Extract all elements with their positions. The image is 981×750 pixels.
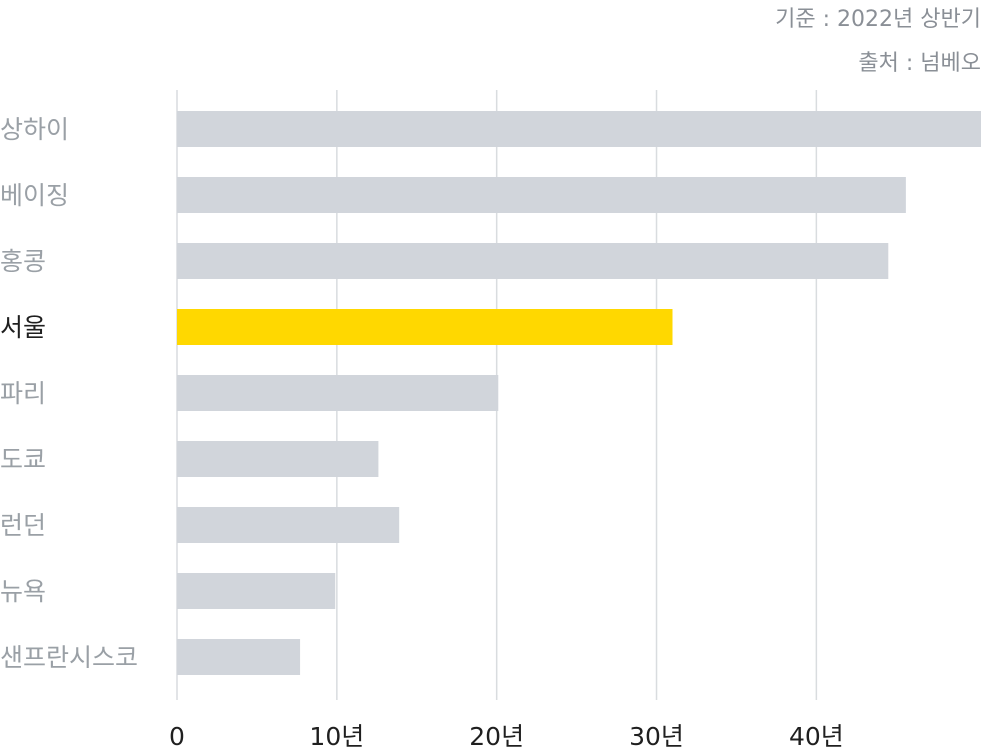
category-label: 서울	[0, 313, 46, 342]
bar	[177, 573, 336, 609]
x-tick-label: 40년	[789, 722, 844, 750]
category-label: 파리	[0, 379, 46, 408]
source-note: 출처 : 넘베오	[858, 51, 981, 76]
category-label: 홍콩	[0, 247, 46, 276]
bar	[177, 639, 301, 675]
category-label: 뉴욕	[0, 577, 46, 606]
bar	[177, 507, 400, 543]
bar	[177, 309, 673, 345]
category-label: 베이징	[0, 181, 69, 210]
x-tick-label: 20년	[469, 722, 524, 750]
x-tick-label: 0	[169, 722, 185, 750]
x-tick-label: 10년	[309, 722, 364, 750]
basis-note: 기준 : 2022년 상반기	[775, 7, 981, 32]
category-label: 상하이	[0, 115, 69, 144]
bar	[177, 111, 981, 147]
x-tick-label: 30년	[629, 722, 684, 750]
x-tick-layer: 0 10년 20년 30년 40년	[169, 722, 844, 750]
bar	[177, 243, 889, 279]
bar-layer	[177, 111, 981, 675]
bar	[177, 441, 379, 477]
category-label: 런던	[0, 511, 46, 540]
category-label: 도쿄	[0, 445, 46, 474]
bar	[177, 375, 499, 411]
category-label: 샌프란시스코	[0, 643, 138, 672]
bar	[177, 177, 906, 213]
